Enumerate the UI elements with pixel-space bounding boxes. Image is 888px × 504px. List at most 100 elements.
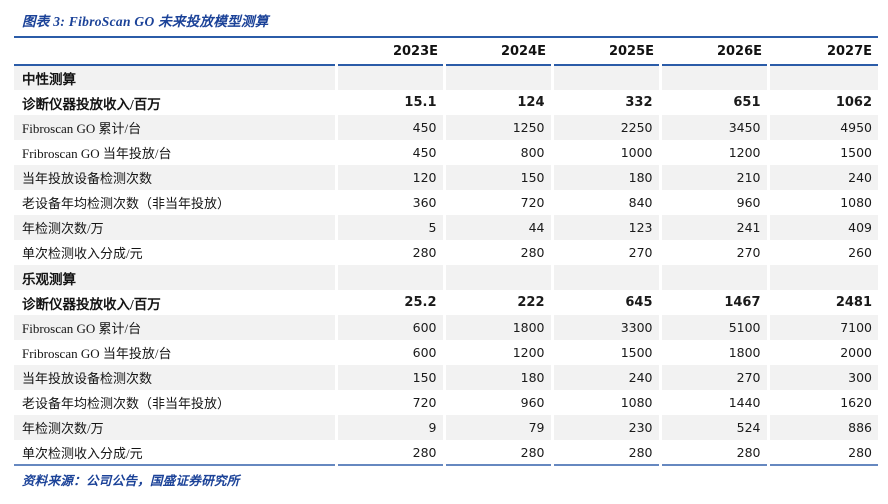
forecast-table: 2023E 2024E 2025E 2026E 2027E 中性测算诊断仪器投放收入/百… (14, 36, 878, 466)
table-row: Fribroscan GO 当年投放/台 600 1200 1500 1800 2000 (14, 340, 878, 365)
table-row: Fribroscan GO 当年投放/台 450 800 1000 1200 1500 (14, 140, 878, 165)
cell-value: 79 (442, 415, 552, 440)
table-row: 老设备年均检测次数（非当年投放） 720 960 1080 1440 1620 (14, 390, 878, 415)
cell-value: 260 (766, 240, 878, 265)
table-row: 单次检测收入分成/元 280 280 270 270 260 (14, 240, 878, 265)
cell-value: 1620 (766, 390, 878, 415)
cell-value: 360 (334, 190, 444, 215)
cell-value: 9 (334, 415, 444, 440)
cell-value: 124 (442, 90, 552, 115)
cell-value: 241 (658, 215, 768, 240)
row-label: 年检测次数/万 (22, 421, 104, 436)
row-label: 单次检测收入分成/元 (22, 246, 143, 261)
row-label: Fribroscan GO 当年投放/台 (22, 346, 172, 361)
cell-value: 1467 (658, 290, 768, 315)
row-label: Fibroscan GO 累计/台 (22, 321, 142, 336)
cell-value: 409 (766, 215, 878, 240)
cell-value (658, 265, 768, 290)
row-label: 年检测次数/万 (22, 221, 104, 236)
table-row: 老设备年均检测次数（非当年投放） 360 720 840 960 1080 (14, 190, 878, 215)
cell-value: 1200 (442, 340, 552, 365)
cell-value (550, 265, 660, 290)
row-label-column-header (14, 37, 336, 66)
cell-value: 280 (334, 240, 444, 265)
cell-value: 123 (550, 215, 660, 240)
cell-value (766, 65, 878, 90)
cell-value: 2481 (766, 290, 878, 315)
cell-value: 270 (550, 240, 660, 265)
cell-value (442, 265, 552, 290)
cell-value: 280 (766, 440, 878, 465)
cell-value (442, 65, 552, 90)
cell-value: 150 (442, 165, 552, 190)
cell-value: 800 (442, 140, 552, 165)
cell-value: 1500 (550, 340, 660, 365)
cell-value: 222 (442, 290, 552, 315)
cell-value (658, 65, 768, 90)
cell-value: 280 (442, 240, 552, 265)
cell-value: 960 (442, 390, 552, 415)
year-column-header: 2023E (336, 37, 444, 66)
source-note: 资料来源：公司公告，国盛证券研究所 (22, 474, 240, 488)
cell-value: 1080 (766, 190, 878, 215)
cell-value: 2000 (766, 340, 878, 365)
cell-value: 720 (442, 190, 552, 215)
cell-value (766, 265, 878, 290)
year-column-header: 2027E (768, 37, 878, 66)
cell-value (334, 65, 444, 90)
cell-value: 5 (334, 215, 444, 240)
cell-value: 840 (550, 190, 660, 215)
year-column-header: 2026E (660, 37, 768, 66)
cell-value: 651 (658, 90, 768, 115)
cell-value: 300 (766, 365, 878, 390)
row-label: Fibroscan GO 累计/台 (22, 121, 142, 136)
cell-value: 240 (766, 165, 878, 190)
table-row: 年检测次数/万 9 79 230 524 886 (14, 415, 878, 440)
cell-value: 1200 (658, 140, 768, 165)
row-label: 当年投放设备检测次数 (22, 371, 153, 386)
cell-value: 230 (550, 415, 660, 440)
cell-value: 15.1 (334, 90, 444, 115)
cell-value: 150 (334, 365, 444, 390)
table-row: 诊断仪器投放收入/百万 15.1 124 332 651 1062 (14, 90, 878, 115)
year-column-header: 2025E (552, 37, 660, 66)
cell-value: 1000 (550, 140, 660, 165)
cell-value: 1440 (658, 390, 768, 415)
cell-value: 180 (442, 365, 552, 390)
header-row: 2023E 2024E 2025E 2026E 2027E (14, 37, 878, 66)
row-label: 单次检测收入分成/元 (22, 445, 143, 461)
cell-value: 600 (334, 340, 444, 365)
cell-value: 450 (334, 115, 444, 140)
cell-value: 886 (766, 415, 878, 440)
cell-value (334, 265, 444, 290)
table-row: 当年投放设备检测次数 120 150 180 210 240 (14, 165, 878, 190)
cell-value: 270 (658, 365, 768, 390)
table-row: Fibroscan GO 累计/台 600 1800 3300 5100 7100 (14, 315, 878, 340)
table-row: 当年投放设备检测次数 150 180 240 270 300 (14, 365, 878, 390)
cell-value: 2250 (550, 115, 660, 140)
table-row: 单次检测收入分成/元 280 280 280 280 280 (14, 440, 878, 465)
table-row: 诊断仪器投放收入/百万 25.2 222 645 1467 2481 (14, 290, 878, 315)
cell-value: 1500 (766, 140, 878, 165)
cell-value: 3450 (658, 115, 768, 140)
row-label: 诊断仪器投放收入/百万 (22, 96, 161, 112)
cell-value: 524 (658, 415, 768, 440)
table-row: 年检测次数/万 5 44 123 241 409 (14, 215, 878, 240)
row-label: 诊断仪器投放收入/百万 (22, 296, 161, 312)
cell-value: 1800 (658, 340, 768, 365)
cell-value: 645 (550, 290, 660, 315)
row-label: Fribroscan GO 当年投放/台 (22, 146, 172, 161)
cell-value: 180 (550, 165, 660, 190)
figure-title: 图表 3: FibroScan GO 未来投放模型测算 (22, 14, 269, 29)
cell-value: 25.2 (334, 290, 444, 315)
cell-value: 1250 (442, 115, 552, 140)
report-figure: 图表 3: FibroScan GO 未来投放模型测算 2023E 2024E 20… (14, 14, 878, 488)
cell-value: 280 (550, 440, 660, 465)
row-label: 中性测算 (22, 72, 76, 87)
cell-value (550, 65, 660, 90)
row-label: 当年投放设备检测次数 (22, 171, 153, 186)
row-label: 乐观测算 (22, 271, 76, 287)
cell-value: 240 (550, 365, 660, 390)
cell-value: 210 (658, 165, 768, 190)
cell-value: 270 (658, 240, 768, 265)
